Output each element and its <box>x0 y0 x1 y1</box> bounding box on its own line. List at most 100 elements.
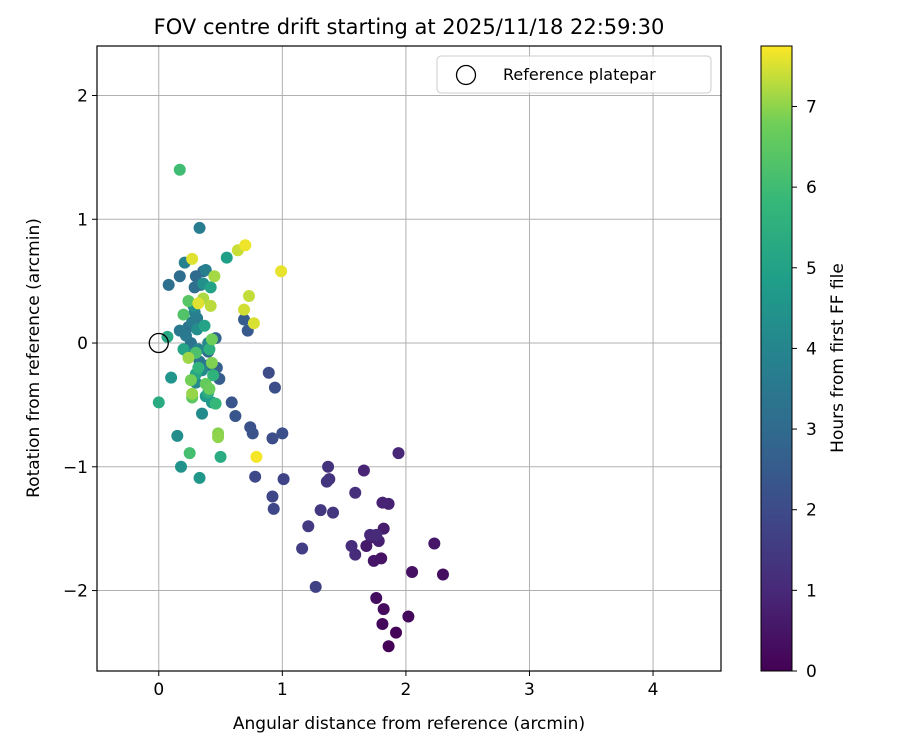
y-tick-label: −1 <box>63 458 88 478</box>
scatter-point <box>392 447 405 460</box>
scatter-point <box>203 343 216 356</box>
x-tick-label: 2 <box>400 680 411 700</box>
scatter-point <box>327 506 340 519</box>
scatter-point <box>322 460 335 473</box>
scatter-point <box>376 496 389 509</box>
colorbar-tick-label: 6 <box>806 178 817 198</box>
y-tick-label: 2 <box>77 87 88 107</box>
scatter-point <box>193 221 206 234</box>
scatter-point <box>161 330 174 343</box>
scatter-point <box>275 265 288 278</box>
legend: Reference platepar <box>436 55 712 94</box>
scatter-point <box>205 356 218 369</box>
scatter-point <box>179 329 192 342</box>
reference-marker <box>148 332 169 354</box>
colorbar: 0 1 2 3 4 5 6 7 Hours from first FF file <box>760 45 848 682</box>
reference-platepar-point <box>148 332 169 354</box>
scatter-point <box>212 431 225 444</box>
scatter-point <box>276 427 289 440</box>
scatter-point <box>402 610 415 623</box>
colorbar-ticks: 0 1 2 3 4 5 6 7 <box>792 97 817 682</box>
scatter-point <box>314 504 327 517</box>
scatter-point <box>199 264 212 277</box>
colorbar-tick-label: 5 <box>806 259 817 279</box>
x-axis-label: Angular distance from reference (arcmin) <box>233 714 585 734</box>
colorbar-gradient <box>760 45 793 672</box>
scatter-point <box>238 303 251 316</box>
scatter-point <box>390 626 403 639</box>
grid <box>97 46 721 671</box>
scatter-point <box>296 542 309 555</box>
y-tick-label: 0 <box>77 334 88 354</box>
scatter-point <box>173 163 186 176</box>
scatter-point <box>193 471 206 484</box>
scatter-point <box>267 502 280 515</box>
scatter-point <box>165 371 178 384</box>
legend-label: Reference platepar <box>503 65 656 84</box>
colorbar-tick-label: 4 <box>806 339 817 359</box>
scatter-point <box>239 239 252 252</box>
scatter-point <box>198 319 211 332</box>
scatter-point <box>204 281 217 294</box>
colorbar-tick-label: 3 <box>806 420 817 440</box>
scatter-point <box>277 473 290 486</box>
scatter-point <box>152 396 165 409</box>
scatter-points <box>152 163 449 653</box>
scatter-point <box>349 486 362 499</box>
colorbar-label: Hours from first FF file <box>828 263 848 453</box>
scatter-point <box>209 397 222 410</box>
scatter-point <box>406 565 419 578</box>
scatter-point <box>220 251 233 264</box>
colorbar-tick-label: 2 <box>806 501 817 521</box>
scatter-point <box>177 308 190 321</box>
scatter-point <box>268 381 281 394</box>
scatter-point <box>250 450 263 463</box>
scatter-point <box>192 297 205 310</box>
scatter-point <box>249 470 262 483</box>
scatter-point <box>370 528 383 541</box>
scatter-point <box>192 361 205 374</box>
y-tick-label: 1 <box>77 210 88 230</box>
scatter-point <box>436 568 449 581</box>
scatter-point <box>205 333 218 346</box>
scatter-point <box>309 580 322 593</box>
scatter-point <box>428 537 441 550</box>
scatter-point <box>382 640 395 653</box>
scatter-point <box>204 299 217 312</box>
scatter-point <box>208 270 221 283</box>
scatter-point <box>247 317 260 330</box>
scatter-point <box>214 450 227 463</box>
scatter-point <box>246 427 259 440</box>
x-axis-ticks: 0 1 2 3 4 <box>153 671 658 700</box>
scatter-point <box>186 387 199 400</box>
scatter-point <box>266 432 279 445</box>
scatter-point <box>262 366 275 379</box>
scatter-point <box>173 270 186 283</box>
scatter-point <box>182 351 195 364</box>
scatter-point <box>175 460 188 473</box>
y-axis-ticks: 2 1 0 −1 −2 <box>63 87 97 602</box>
scatter-point <box>171 429 184 442</box>
scatter-point <box>184 374 197 387</box>
x-tick-label: 0 <box>153 680 164 700</box>
scatter-point <box>367 554 380 567</box>
scatter-point <box>266 490 279 503</box>
legend-circle-icon <box>455 64 477 86</box>
plot-frame <box>96 45 722 672</box>
colorbar-tick-label: 0 <box>806 662 817 682</box>
scatter-point <box>302 520 315 533</box>
chart-title: FOV centre drift starting at 2025/11/18 … <box>154 15 665 39</box>
scatter-point <box>182 294 195 307</box>
scatter-point <box>229 410 242 423</box>
y-tick-label: −2 <box>63 582 88 602</box>
scatter-point <box>225 396 238 409</box>
scatter-point <box>207 369 220 382</box>
scatter-point <box>162 278 175 291</box>
x-tick-label: 1 <box>277 680 288 700</box>
scatter-point <box>186 252 199 265</box>
x-tick-label: 3 <box>524 680 535 700</box>
scatter-point <box>242 290 255 302</box>
scatter-point <box>238 313 251 326</box>
colorbar-tick-label: 7 <box>806 97 817 117</box>
